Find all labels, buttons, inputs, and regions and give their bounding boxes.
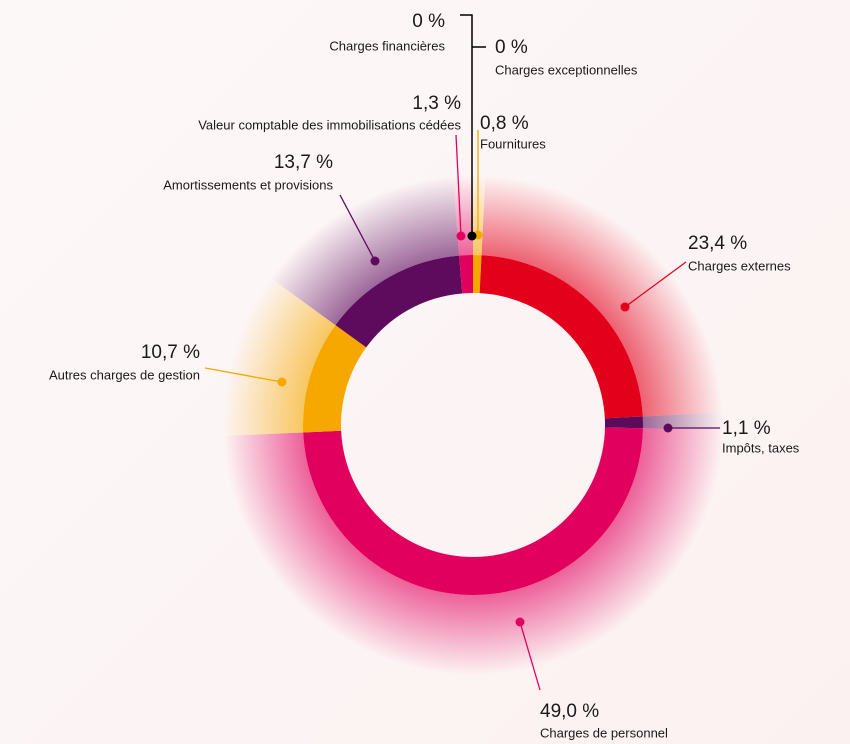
slice (604, 416, 643, 429)
value-label: 49,0 % (540, 701, 599, 722)
label-dot (663, 423, 673, 433)
slice-glow (481, 175, 723, 417)
value-label: 0,8 % (480, 113, 529, 134)
category-label: Fournitures (480, 136, 546, 151)
leader-line (624, 261, 687, 308)
category-label: Autres charges de gestion (49, 367, 200, 382)
slice-glow (642, 412, 723, 430)
label-dot (370, 256, 380, 266)
label-dot (467, 231, 477, 241)
leader-line (519, 621, 541, 691)
value-label: 0 % (412, 11, 445, 32)
slice-glow (223, 278, 336, 436)
leader-line (204, 367, 283, 383)
category-label: Amortissements et provisions (163, 177, 333, 192)
value-label: 1,1 % (722, 418, 771, 439)
category-label: Charges externes (688, 258, 791, 273)
leader-line (455, 134, 462, 237)
label-dot (620, 302, 630, 312)
value-label: 0 % (495, 37, 528, 58)
value-label: 13,7 % (274, 152, 333, 173)
slice (479, 255, 643, 419)
slice (473, 255, 482, 294)
label-dot (456, 231, 466, 241)
slice (303, 427, 643, 595)
slice-glow (270, 175, 460, 326)
value-label: 23,4 % (688, 233, 747, 254)
leader-line (460, 14, 473, 236)
slice (335, 255, 463, 348)
category-label: Charges financières (329, 38, 445, 53)
value-label: 1,3 % (412, 93, 461, 114)
category-label: Impôts, taxes (722, 440, 800, 455)
category-label: Charges exceptionnelles (495, 62, 638, 77)
category-label: Valeur comptable des immobilisations céd… (198, 117, 461, 132)
value-label: 10,7 % (141, 342, 200, 363)
label-dot (515, 617, 525, 627)
label-dot (277, 377, 287, 387)
leader-line (339, 194, 376, 262)
slice-glow (223, 428, 723, 675)
slice (459, 255, 473, 294)
slice (302, 325, 367, 433)
category-label: Charges de personnel (540, 725, 668, 740)
